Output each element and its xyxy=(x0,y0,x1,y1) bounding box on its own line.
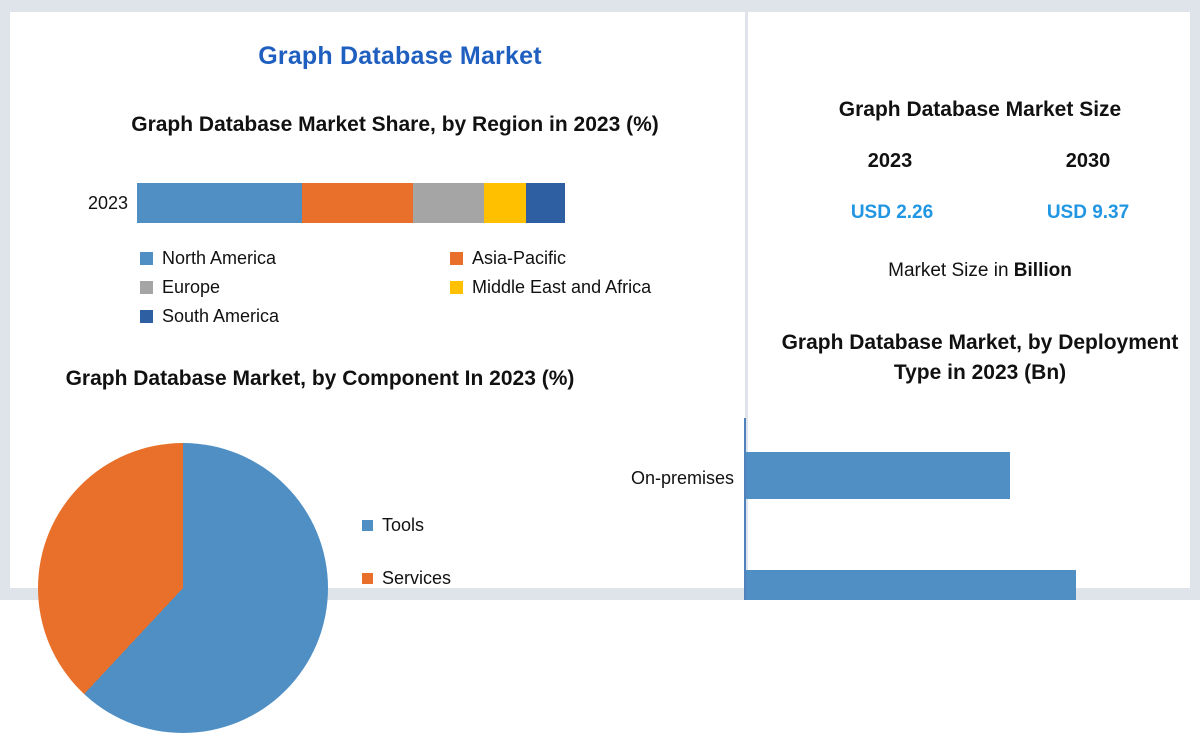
page-frame xyxy=(0,0,1200,600)
vertical-divider xyxy=(745,12,748,588)
legend-item-asia-pacific: Asia-Pacific xyxy=(450,248,566,269)
region-legend-row-1: North America Asia-Pacific xyxy=(140,248,740,269)
legend-swatch-icon xyxy=(140,281,153,294)
region-segment-north-america xyxy=(137,183,302,223)
region-segment-europe xyxy=(413,183,484,223)
region-chart-title: Graph Database Market Share, by Region i… xyxy=(131,113,659,136)
component-legend: Tools Services xyxy=(362,515,451,621)
legend-label: Middle East and Africa xyxy=(472,277,652,297)
legend-swatch-icon xyxy=(450,252,463,265)
market-size-value-2023: USD 2.26 xyxy=(850,202,934,223)
legend-swatch-icon xyxy=(140,252,153,265)
region-legend-row-3: South America xyxy=(140,306,740,327)
legend-swatch-icon xyxy=(362,520,373,531)
region-segment-asia-pacific xyxy=(301,183,414,223)
component-chart-title: Graph Database Market, by Component In 2… xyxy=(65,367,575,390)
legend-item-services: Services xyxy=(362,568,451,589)
component-pie-chart xyxy=(38,443,328,733)
market-size-value-2030: USD 9.37 xyxy=(1046,202,1130,223)
legend-label: Tools xyxy=(382,515,425,535)
market-size-note: Market Size in Billion xyxy=(770,260,1190,282)
deployment-chart-title: Graph Database Market, by Deployment Typ… xyxy=(781,331,1179,384)
legend-item-europe: Europe xyxy=(140,277,450,298)
legend-item-tools: Tools xyxy=(362,515,451,536)
market-size-year-2030: 2030 xyxy=(1065,150,1111,172)
deployment-chart-axis xyxy=(744,418,746,600)
legend-swatch-icon xyxy=(362,573,373,584)
market-size-year-2023: 2023 xyxy=(867,150,913,172)
legend-swatch-icon xyxy=(140,310,153,323)
page-title: Graph Database Market xyxy=(258,42,542,70)
deployment-category-on-premises: On-premises xyxy=(630,468,734,488)
top-border xyxy=(0,0,1200,12)
region-segment-middle-east-africa xyxy=(483,183,527,223)
market-size-note-unit: Billion xyxy=(1013,260,1072,281)
legend-label: Asia-Pacific xyxy=(472,248,567,268)
market-size-note-prefix: Market Size in xyxy=(888,260,1014,281)
legend-item-north-america: North America xyxy=(140,248,450,269)
legend-label: Europe xyxy=(162,277,221,297)
legend-item-middle-east-and-africa: Middle East and Africa xyxy=(450,277,651,298)
legend-label: North America xyxy=(162,248,277,268)
deployment-bar-on-premises xyxy=(746,452,1010,499)
region-stacked-bar xyxy=(137,183,565,223)
legend-label: South America xyxy=(162,306,280,326)
deployment-bar-secondary xyxy=(746,570,1076,600)
region-segment-south-america xyxy=(526,183,565,223)
legend-swatch-icon xyxy=(450,281,463,294)
legend-item-south-america: South America xyxy=(140,306,450,327)
legend-label: Services xyxy=(382,568,452,588)
region-legend-row-2: Europe Middle East and Africa xyxy=(140,277,740,298)
region-legend: North America Asia-Pacific Europe Middle… xyxy=(140,248,740,335)
market-size-title: Graph Database Market Size xyxy=(838,98,1122,121)
region-chart-category-label: 2023 xyxy=(87,193,128,213)
